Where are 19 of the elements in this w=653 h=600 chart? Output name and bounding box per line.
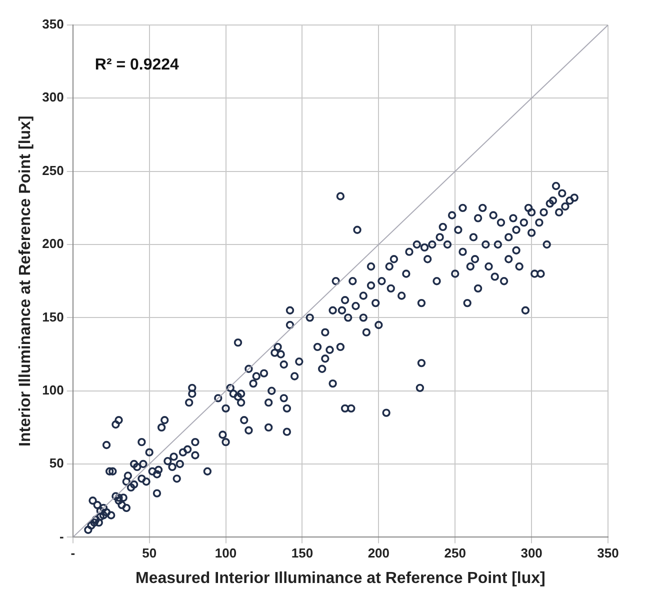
y-axis-title: Interior Illuminance at Reference Point [lux]	[17, 116, 34, 446]
y-tick-label: 100	[42, 382, 64, 398]
x-axis-title: Measured Interior Illuminance at Reference Point [lux]	[136, 570, 546, 587]
x-tick-label: 150	[291, 546, 314, 561]
annotation: R² = 0.9224	[94, 56, 180, 74]
x-tick-label: 250	[444, 546, 466, 561]
y-tick-label: 150	[42, 309, 64, 324]
x-tick-label: 350	[597, 546, 619, 561]
y-tick-label: -	[60, 528, 64, 544]
x-tick-label: 100	[214, 546, 237, 561]
y-tick-label: 200	[42, 236, 64, 252]
y-tick-label: 250	[42, 162, 64, 178]
x-tick-label: 300	[520, 546, 542, 561]
y-tick-label: 300	[42, 90, 64, 105]
y-tick-label: 350	[42, 16, 64, 32]
x-tick-label: -	[70, 546, 76, 561]
x-tick-label: 200	[368, 546, 390, 561]
x-tick-label: 50	[142, 546, 157, 561]
y-tick-label: 50	[49, 456, 64, 471]
